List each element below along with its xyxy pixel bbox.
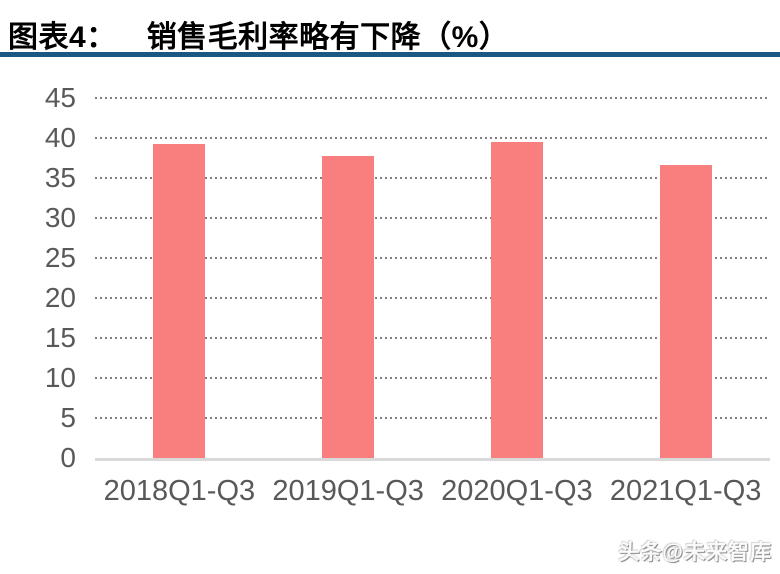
- gridline-25: [95, 257, 770, 259]
- y-tick-label: 0: [60, 442, 76, 473]
- x-tick-label: 2019Q1-Q3: [272, 475, 424, 507]
- gridline-5: [95, 417, 770, 419]
- gridline-20: [95, 297, 770, 299]
- page-title: 图表4： 销售毛利率略有下降（%）: [8, 12, 509, 56]
- y-tick-label: 5: [60, 402, 76, 433]
- bar-2021Q1-Q3: [659, 165, 712, 458]
- bar-chart: 0 5 10 15 20 25 30 35 40 45 2018Q1-Q3 2019Q1-Q3 2020…: [0, 60, 780, 520]
- bar-2018Q1-Q3: [153, 143, 206, 458]
- y-tick-label: 40: [44, 122, 76, 153]
- y-tick-label: 20: [44, 282, 76, 313]
- gridline-10: [95, 377, 770, 379]
- x-axis-line: [95, 458, 770, 461]
- bar-2020Q1-Q3: [490, 142, 543, 458]
- y-tick-label: 45: [44, 82, 76, 113]
- gridline-45: [95, 97, 770, 99]
- gridline-30: [95, 217, 770, 219]
- x-tick-label: 2018Q1-Q3: [103, 475, 256, 507]
- gridline-15: [95, 337, 770, 339]
- y-tick-label: 30: [44, 202, 76, 233]
- y-tick-label: 25: [44, 242, 76, 273]
- y-tick-label: 10: [44, 362, 76, 393]
- x-tick-label: 2020Q1-Q3: [441, 475, 593, 507]
- gridline-35: [95, 177, 770, 179]
- title-divider: [0, 52, 780, 57]
- figure-label: 图表4：: [8, 21, 117, 54]
- chart-title-text: 销售毛利率略有下降（%）: [146, 21, 510, 54]
- bar-2019Q1-Q3: [322, 156, 375, 458]
- y-tick-label: 35: [44, 162, 76, 193]
- y-tick-label: 15: [44, 322, 76, 353]
- watermark-text: 头条@未来智库: [618, 541, 772, 564]
- x-tick-label: 2021Q1-Q3: [609, 475, 762, 507]
- gridline-40: [95, 137, 770, 139]
